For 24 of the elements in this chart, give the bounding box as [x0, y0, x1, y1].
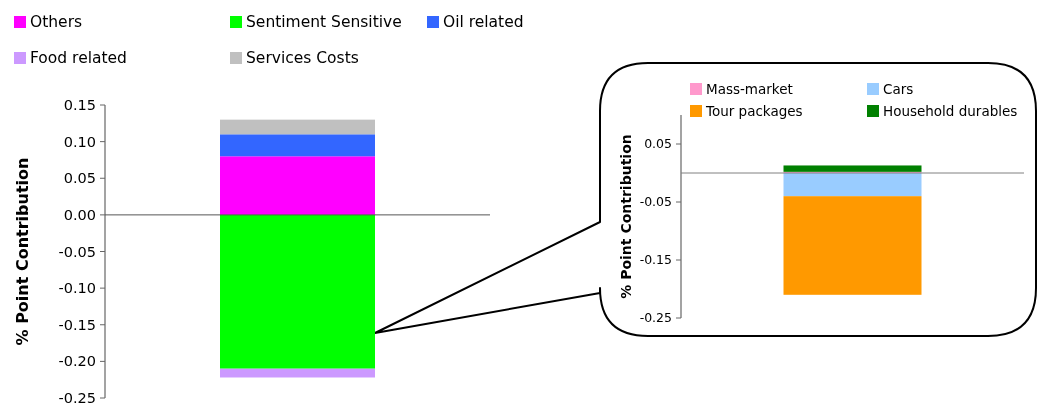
y-tick-label: -0.15	[639, 252, 672, 268]
y-tick-label: -0.25	[58, 390, 96, 407]
y-tick-label: -0.20	[58, 353, 96, 370]
legend-label: Sentiment Sensitive	[246, 13, 402, 32]
legend-label: Oil related	[443, 13, 524, 32]
y-tick-label: -0.05	[58, 243, 96, 260]
y-tick-label: 0.05	[644, 136, 672, 152]
y-tick-label: -0.10	[58, 280, 96, 297]
y-axis-title: % Point Contribution	[617, 134, 634, 299]
legend-label: Tour packages	[705, 102, 803, 119]
y-axis-title: % Point Contribution	[12, 157, 32, 346]
y-tick-label: -0.15	[58, 316, 96, 333]
legend-label: Mass-market	[706, 80, 793, 97]
y-tick-label: 0.05	[63, 170, 96, 187]
y-tick-label: -0.05	[639, 194, 672, 210]
y-tick-label: 0.15	[63, 97, 96, 114]
legend-label: Others	[30, 13, 83, 32]
legend-label: Food related	[30, 49, 127, 68]
y-tick-label: -0.25	[639, 310, 672, 326]
y-tick-label: 0.10	[63, 133, 96, 150]
legend-label: Services Costs	[246, 49, 359, 68]
y-tick-label: 0.00	[63, 206, 96, 223]
legend-label: Household durables	[883, 102, 1018, 119]
legend-label: Cars	[883, 80, 914, 97]
